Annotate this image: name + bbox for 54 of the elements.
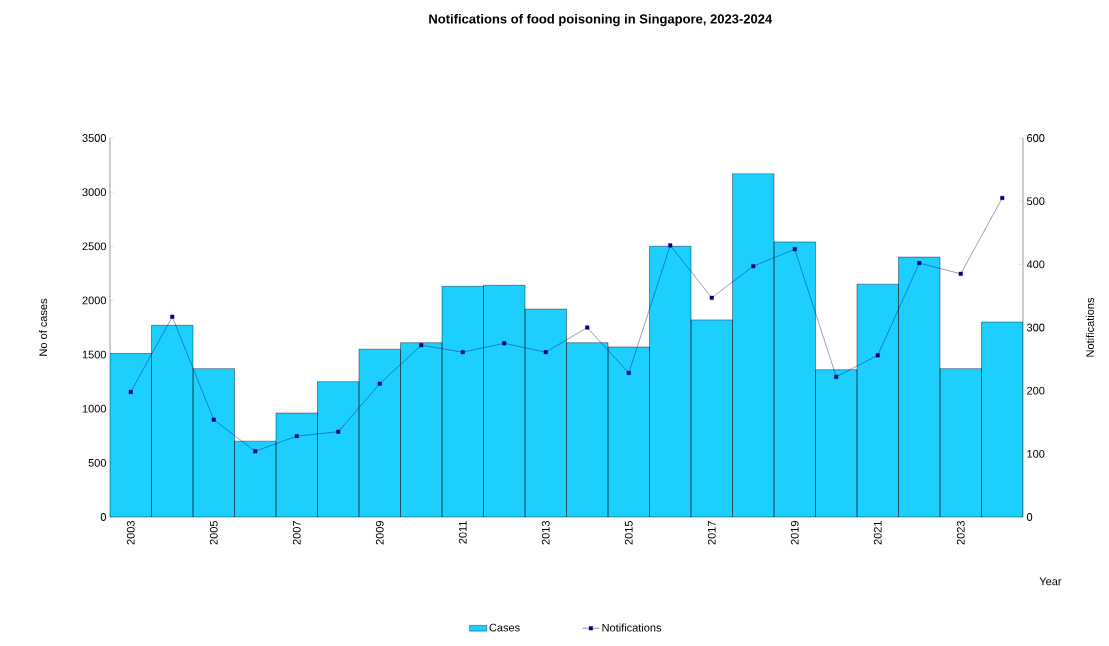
point <box>170 314 175 319</box>
point <box>211 417 216 422</box>
x-tick-label: 2011 <box>458 521 467 544</box>
y-tick-label: 2500 <box>82 242 107 251</box>
y-tick-label: 2000 <box>82 296 107 305</box>
y2-tick-label: 300 <box>1026 323 1045 332</box>
x-tick-label: 2013 <box>541 521 550 545</box>
point <box>543 350 548 355</box>
point <box>709 295 714 300</box>
point <box>419 343 424 348</box>
point <box>917 261 922 266</box>
y2-tick-label: 100 <box>1027 449 1045 458</box>
y-tick-label: 0 <box>100 513 107 521</box>
point <box>792 247 797 252</box>
point <box>626 370 631 375</box>
y-tick-label: 1500 <box>82 350 107 359</box>
x-tick-label: 2023 <box>956 521 965 545</box>
y2-tick-label: 0 <box>1026 513 1033 521</box>
y2-tick-label: 500 <box>1026 197 1045 206</box>
point <box>253 449 258 454</box>
y2-tick-label: 600 <box>1027 134 1045 142</box>
y-tick-label: 3000 <box>82 188 107 197</box>
point <box>502 341 507 346</box>
point <box>834 374 839 379</box>
point <box>875 353 880 358</box>
x-tick-label: 2003 <box>126 521 135 545</box>
x-tick-label: 2019 <box>790 521 799 545</box>
x-axis-title: Year <box>1039 577 1062 586</box>
x-tick-label: 2015 <box>624 521 633 545</box>
x-tick-label: 2017 <box>707 521 716 545</box>
x-tick-label: 2007 <box>292 521 301 545</box>
point <box>460 350 465 355</box>
point <box>585 325 590 330</box>
point <box>668 243 673 248</box>
point <box>751 264 756 269</box>
y-tick-label: 500 <box>88 458 107 467</box>
y2-tick-label: 400 <box>1026 260 1045 269</box>
point <box>294 434 299 439</box>
legend-label: Cases <box>489 623 520 632</box>
y-tick-label: 3500 <box>82 134 107 142</box>
point <box>377 381 382 386</box>
point <box>336 429 341 434</box>
chart-title: Notifications of food poisoning in Singapore, 2023-2024 <box>429 13 773 27</box>
point <box>1000 196 1005 201</box>
point <box>128 389 133 394</box>
x-tick-label: 2005 <box>209 521 218 545</box>
legend-label: Notifications <box>602 623 662 632</box>
y-axis-title: No of cases <box>39 298 48 356</box>
y-tick-label: 1000 <box>82 404 107 413</box>
x-tick-label: 2009 <box>375 521 384 545</box>
y2-axis-title: Notifications <box>1085 297 1094 357</box>
x-tick-label: 2021 <box>873 521 882 545</box>
point <box>958 271 963 276</box>
y2-tick-label: 200 <box>1027 386 1045 395</box>
